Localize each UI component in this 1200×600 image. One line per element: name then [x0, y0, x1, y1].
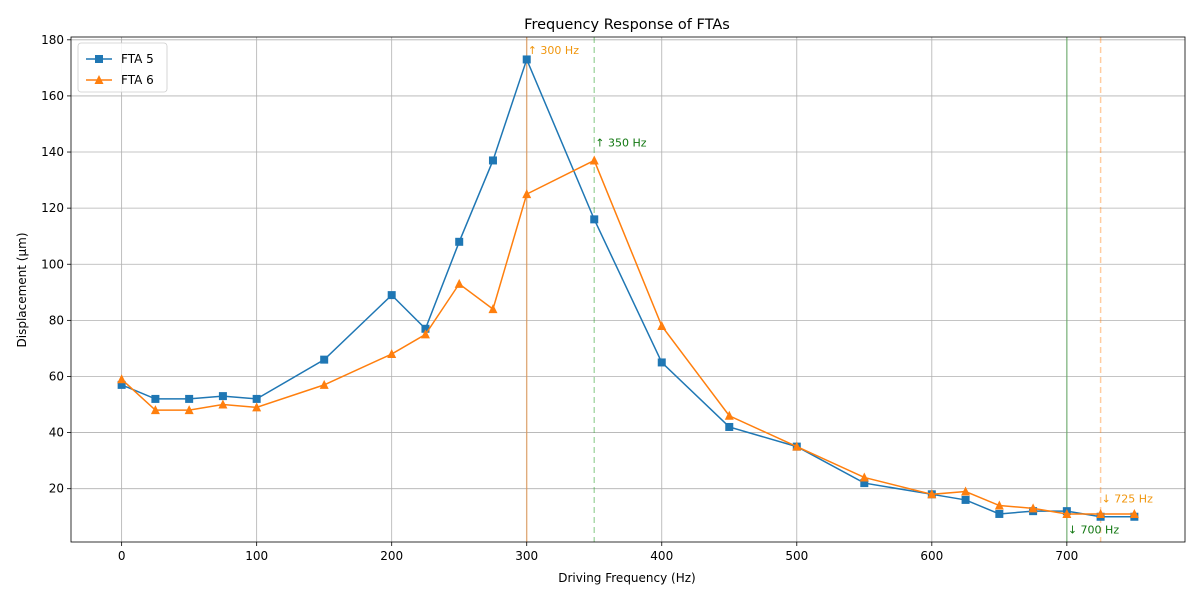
data-point-square [590, 215, 599, 224]
x-tick-label: 300 [515, 549, 538, 563]
x-tick-label: 600 [920, 549, 943, 563]
data-point-triangle [454, 278, 464, 288]
y-tick-label: 140 [41, 145, 64, 159]
data-point-triangle [522, 189, 532, 199]
series-fta-5 [117, 55, 1139, 521]
x-axis-label: Driving Frequency (Hz) [558, 571, 695, 585]
data-point-square [421, 324, 430, 333]
data-point-square [185, 394, 194, 403]
data-point-square [455, 237, 464, 246]
data-point-triangle [488, 304, 498, 314]
reference-line-label: ↑ 350 Hz [595, 136, 646, 149]
plot-frame [70, 36, 1186, 543]
y-tick-label: 20 [49, 482, 64, 496]
x-tick-label: 500 [785, 549, 808, 563]
data-point-triangle [184, 405, 194, 415]
y-tick-label: 40 [49, 426, 64, 440]
data-point-square [151, 394, 160, 403]
reference-line-label: ↑ 300 Hz [528, 44, 579, 57]
data-point-square [252, 394, 261, 403]
data-point-triangle [1096, 508, 1106, 518]
data-point-square [117, 380, 126, 389]
data-point-square [95, 55, 103, 63]
legend-label: FTA 5 [121, 52, 154, 66]
y-tick-label: 60 [49, 369, 64, 383]
x-tick-label: 0 [118, 549, 126, 563]
y-tick-label: 80 [49, 313, 64, 327]
data-point-triangle [252, 402, 262, 412]
data-point-triangle [994, 500, 1004, 510]
reference-line-label: ↓ 725 Hz [1102, 493, 1153, 506]
x-tick-label: 400 [650, 549, 673, 563]
x-tick-label: 100 [245, 549, 268, 563]
data-point-square [995, 509, 1004, 518]
data-point-triangle [589, 155, 599, 165]
series-line [121, 159, 1135, 515]
data-point-triangle [859, 472, 869, 482]
reference-line-label: ↓ 700 Hz [1068, 524, 1119, 537]
data-point-triangle [927, 489, 937, 499]
data-point-square [657, 358, 666, 367]
data-point-triangle [319, 379, 329, 389]
data-point-triangle [792, 441, 802, 451]
series-line [121, 57, 1135, 518]
data-point-square [387, 291, 396, 300]
data-point-square [860, 479, 869, 488]
x-tick-label: 700 [1055, 549, 1078, 563]
data-point-triangle [94, 75, 104, 84]
data-point-triangle [1129, 508, 1139, 518]
series-layer [117, 55, 1139, 521]
data-point-triangle [961, 486, 971, 496]
data-point-triangle [724, 410, 734, 420]
reference-line-labels: ↑ 300 Hz ↑ 350 Hz ↓ 700 Hz ↓ 725 Hz [528, 44, 1153, 537]
grid [71, 37, 1185, 542]
y-axis-label: Displacement (µm) [15, 233, 29, 348]
data-point-square [522, 55, 531, 64]
y-tick-label: 180 [41, 33, 64, 47]
data-point-triangle [218, 399, 228, 409]
data-point-triangle [387, 349, 397, 359]
reference-lines [525, 37, 1102, 542]
data-point-square [320, 355, 329, 364]
data-point-square [488, 156, 497, 165]
axis-ticks: 0 100 200 300 400 500 600 700 20 40 60 80 100 120 140 1… [41, 33, 1078, 563]
chart-title: Frequency Response of FTAs [524, 17, 730, 33]
data-point-square [218, 392, 227, 401]
x-tick-label: 200 [380, 549, 403, 563]
data-point-triangle [1062, 508, 1072, 518]
data-point-square [725, 422, 734, 431]
data-point-triangle [657, 320, 667, 330]
data-point-triangle [150, 405, 160, 415]
y-tick-label: 100 [41, 257, 64, 271]
data-point-triangle [420, 329, 430, 339]
data-point-square [961, 495, 970, 504]
data-point-triangle [117, 374, 127, 384]
series-fta-6 [117, 155, 1139, 518]
legend-label: FTA 6 [121, 73, 154, 87]
legend: FTA 5 FTA 6 [77, 42, 168, 93]
y-tick-label: 120 [41, 201, 64, 215]
y-tick-label: 160 [41, 89, 64, 103]
data-point-triangle [1028, 503, 1038, 513]
